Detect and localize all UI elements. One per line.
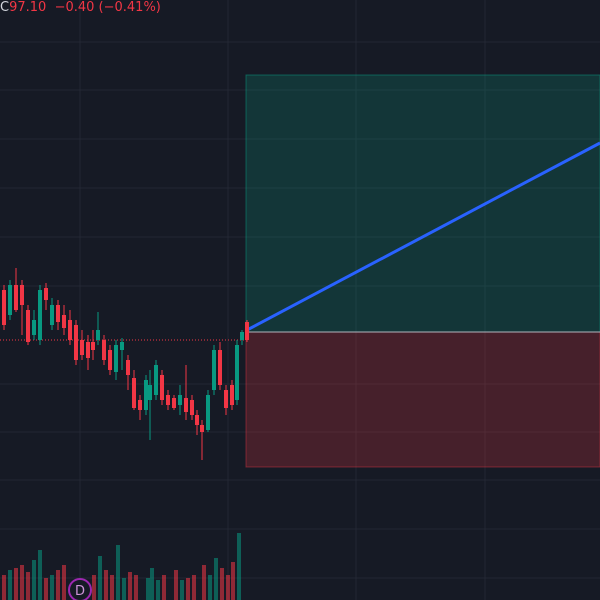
candles <box>2 268 249 460</box>
dividend-badge[interactable] <box>68 578 92 600</box>
change: −0.40 <box>54 0 95 15</box>
change-percent: (−0.41%) <box>98 0 161 15</box>
close-label: C <box>0 0 10 15</box>
projection-line[interactable] <box>246 141 600 332</box>
profit-zone[interactable] <box>245 74 600 333</box>
close-value: 97.10 <box>9 0 47 15</box>
ohlc-header: C97.10 −0.40 (−0.41%) <box>0 0 161 16</box>
dividend-badge-label[interactable]: D <box>75 584 85 599</box>
volume <box>2 533 241 600</box>
loss-zone[interactable] <box>245 331 600 468</box>
